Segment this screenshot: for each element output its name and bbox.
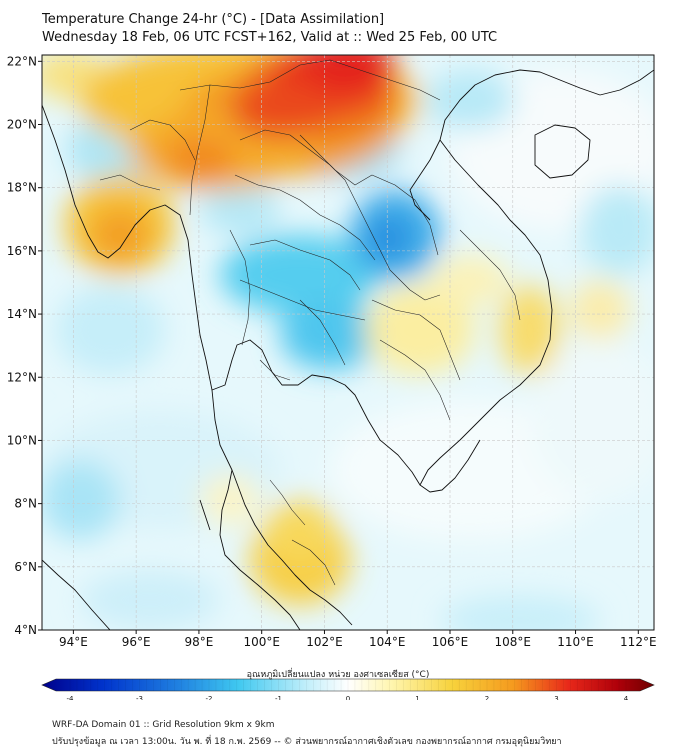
lat-tick-label: 22°N — [7, 54, 37, 68]
footer-model-info: WRF-DA Domain 01 :: Grid Resolution 9km … — [52, 720, 275, 730]
colorbar-tick-label: -2 — [206, 695, 213, 700]
colorbar-tick-label: -3 — [136, 695, 143, 700]
colorbar-tick-label: 3 — [554, 695, 558, 700]
colorbar-tick-label: -4 — [67, 695, 75, 700]
lon-tick-label: 110°E — [557, 635, 594, 649]
country-borders — [99, 59, 521, 586]
temperature-field — [42, 55, 654, 630]
lon-tick-label: 98°E — [184, 635, 213, 649]
temperature-map: 94°E 96°E 98°E 100°E 102°E 104°E 106°E 108°E 110… — [7, 54, 657, 700]
colorbar-bar — [41, 678, 655, 692]
lat-tick-label: 6°N — [14, 560, 37, 574]
lon-tick-label: 100°E — [243, 635, 280, 649]
lon-tick-label: 112°E — [620, 635, 657, 649]
lat-tick-label: 4°N — [14, 623, 37, 637]
lon-tick-label: 102°E — [306, 635, 343, 649]
colorbar-tick-label: 0 — [346, 695, 350, 700]
coastlines — [42, 69, 654, 630]
map-frame — [41, 54, 655, 631]
lat-tick-label: 8°N — [14, 497, 37, 511]
colorbar: -4 -3 -2 -1 0 1 2 3 4 — [41, 678, 655, 700]
lon-tick-label: 108°E — [495, 635, 532, 649]
lon-tick-label: 104°E — [369, 635, 406, 649]
lat-tick-label: 18°N — [7, 181, 37, 195]
lat-tick-label: 20°N — [7, 118, 37, 132]
graticule — [42, 55, 654, 631]
map-title: Temperature Change 24-hr (°C) - [Data As… — [42, 12, 385, 27]
longitude-labels: 94°E 96°E 98°E 100°E 102°E 104°E 106°E 108°E 110… — [59, 630, 657, 649]
lon-tick-label: 96°E — [122, 635, 151, 649]
lat-tick-label: 14°N — [7, 307, 37, 321]
lon-tick-label: 106°E — [432, 635, 469, 649]
map-subtitle: Wednesday 18 Feb, 06 UTC FCST+162, Valid… — [42, 30, 498, 45]
colorbar-ticks: -4 -3 -2 -1 0 1 2 3 4 — [67, 679, 629, 700]
colorbar-tick-label: -1 — [275, 695, 282, 700]
colorbar-tick-label: 2 — [485, 695, 489, 700]
colorbar-tick-label: 1 — [415, 695, 419, 700]
lat-tick-label: 12°N — [7, 370, 37, 384]
latitude-labels: 22°N 20°N 18°N 16°N 14°N 12°N 10°N 8°N 6°N 4°N — [7, 54, 42, 637]
colorbar-tick-label: 4 — [624, 695, 629, 700]
lat-tick-label: 16°N — [7, 244, 37, 258]
lon-tick-label: 94°E — [59, 635, 88, 649]
lat-tick-label: 10°N — [7, 433, 37, 447]
colorbar-title: อุณหภูมิเปลี่ยนแปลง หน่วย องศาเซลเซียส (… — [246, 670, 430, 680]
footer-update-info: ปรับปรุงข้อมูล ณ เวลา 13:00น. วัน พ. ที่… — [52, 737, 562, 747]
